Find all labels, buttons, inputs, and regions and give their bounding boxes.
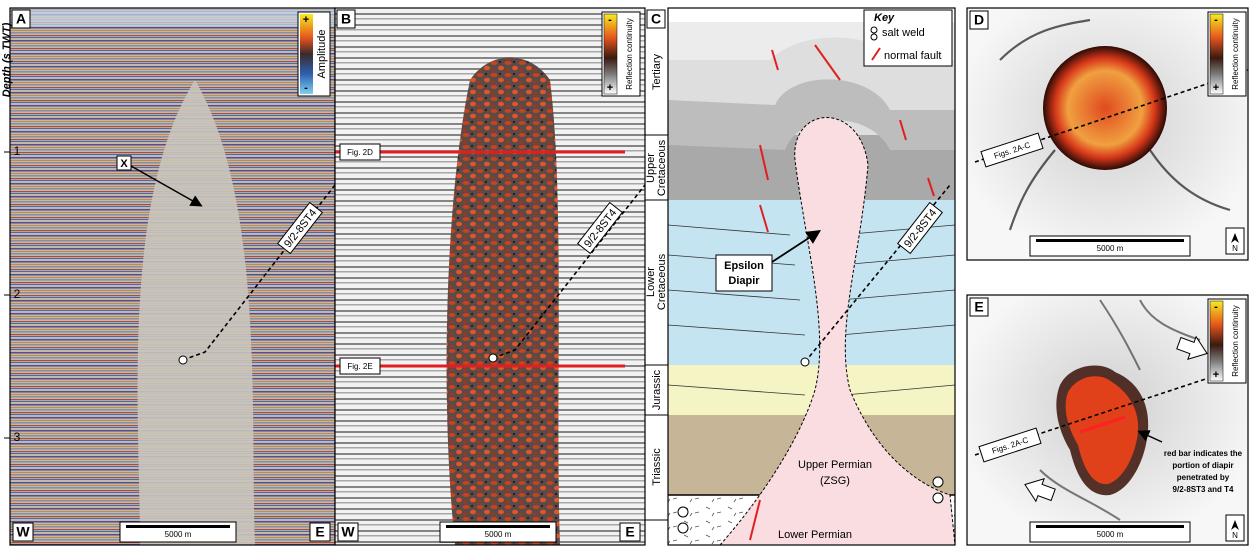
- page: Epsilon Diapir figure {"panels": { "A": …: [0, 0, 1251, 548]
- scale-label: 5000 m: [165, 530, 192, 539]
- body: A Depth (s TWT) 123 X 9/2-8ST4 + - Ampli…: [0, 0, 1251, 548]
- colorbar-bottom: +: [1213, 369, 1219, 381]
- scale-bar: [1036, 239, 1184, 242]
- colorbar-top: -: [1214, 301, 1218, 313]
- scale-label: 5000 m: [1097, 530, 1124, 539]
- east: E: [625, 524, 634, 540]
- panel-d: Figs. 2A-C D - + Reflection continuity 5…: [967, 8, 1248, 260]
- axis-title: Depth (s TWT): [1, 22, 13, 97]
- unit-label: Tertiary: [651, 53, 663, 90]
- marker-label: X: [120, 158, 128, 170]
- base-label: Lower Permian: [778, 529, 852, 541]
- colorbar-bottom: +: [1213, 82, 1219, 94]
- tick-label: 2: [14, 287, 21, 301]
- salt-weld: [933, 493, 943, 503]
- colorbar-title: Reflection continuity: [1231, 305, 1240, 377]
- panel-label: D: [974, 12, 984, 28]
- colorbar-title: Amplitude: [316, 30, 328, 79]
- scale-label: 5000 m: [1097, 244, 1124, 253]
- colorbar-title: Reflection continuity: [625, 18, 634, 90]
- colorbar-bottom: -: [304, 82, 308, 94]
- colorbar-title: Reflection continuity: [1231, 18, 1240, 90]
- unit-label: Triassic: [651, 448, 663, 486]
- scale-bar: [1036, 525, 1184, 528]
- key-item: salt weld: [882, 27, 925, 39]
- colorbar-top: -: [608, 14, 612, 26]
- salt-weld: [933, 477, 943, 487]
- slice-label: Fig. 2D: [347, 148, 373, 157]
- salt-label: (ZSG): [820, 475, 850, 487]
- east: E: [315, 524, 324, 540]
- scale-label: 5000 m: [485, 530, 512, 539]
- colorbar-top: -: [1214, 14, 1218, 26]
- north-label: N: [1232, 244, 1238, 253]
- panel-c: Tertiary Upper Cretaceous Lower Cretaceo…: [645, 8, 955, 545]
- note: red bar indicates the: [1164, 449, 1243, 458]
- key-title: Key: [874, 12, 895, 24]
- slice-label: Fig. 2E: [347, 362, 372, 371]
- diapir-label: Diapir: [728, 275, 760, 287]
- note: portion of diapir: [1172, 461, 1233, 470]
- colorbar-bottom: +: [607, 82, 613, 94]
- well-point: [801, 358, 809, 366]
- panel-label: E: [974, 299, 983, 315]
- unit-label: Cretaceous: [656, 139, 668, 196]
- panel-a: A Depth (s TWT) 123 X 9/2-8ST4 + - Ampli…: [1, 8, 335, 545]
- well-point: [179, 356, 187, 364]
- salt-label: Upper Permian: [798, 459, 872, 471]
- well-point: [489, 354, 497, 362]
- west: W: [16, 524, 30, 540]
- colorbar-top: +: [303, 14, 309, 26]
- note: penetrated by: [1177, 473, 1230, 482]
- north-label: N: [1232, 531, 1238, 540]
- panel-label: A: [16, 11, 26, 27]
- unit-label: Cretaceous: [656, 253, 668, 310]
- salt-weld: [678, 507, 688, 517]
- note: 9/2-8ST3 and T4: [1173, 485, 1234, 494]
- diapir-slice: [1043, 46, 1167, 170]
- panel-b: Fig. 2D Fig. 2E 9/2-8ST4 B - + Reflectio…: [335, 8, 645, 545]
- west: W: [341, 524, 355, 540]
- key-symbol: [871, 34, 877, 40]
- salt-weld: [678, 523, 688, 533]
- chaotic-zone: [447, 58, 560, 546]
- panel-label: B: [341, 11, 351, 27]
- seabed: [10, 8, 335, 26]
- tick-label: 3: [14, 430, 21, 444]
- scale-bar: [446, 525, 550, 528]
- key-item: normal fault: [884, 50, 941, 62]
- figure: A Depth (s TWT) 123 X 9/2-8ST4 + - Ampli…: [0, 0, 1251, 548]
- panel-label: C: [651, 11, 661, 27]
- key-symbol: [871, 27, 877, 33]
- unit-label: Jurassic: [651, 369, 663, 410]
- tick-label: 1: [14, 144, 21, 158]
- panel-e: Figs. 2A-C red bar indicates the portion…: [967, 295, 1248, 545]
- scale-bar: [126, 525, 230, 528]
- diapir-label: Epsilon: [724, 260, 764, 272]
